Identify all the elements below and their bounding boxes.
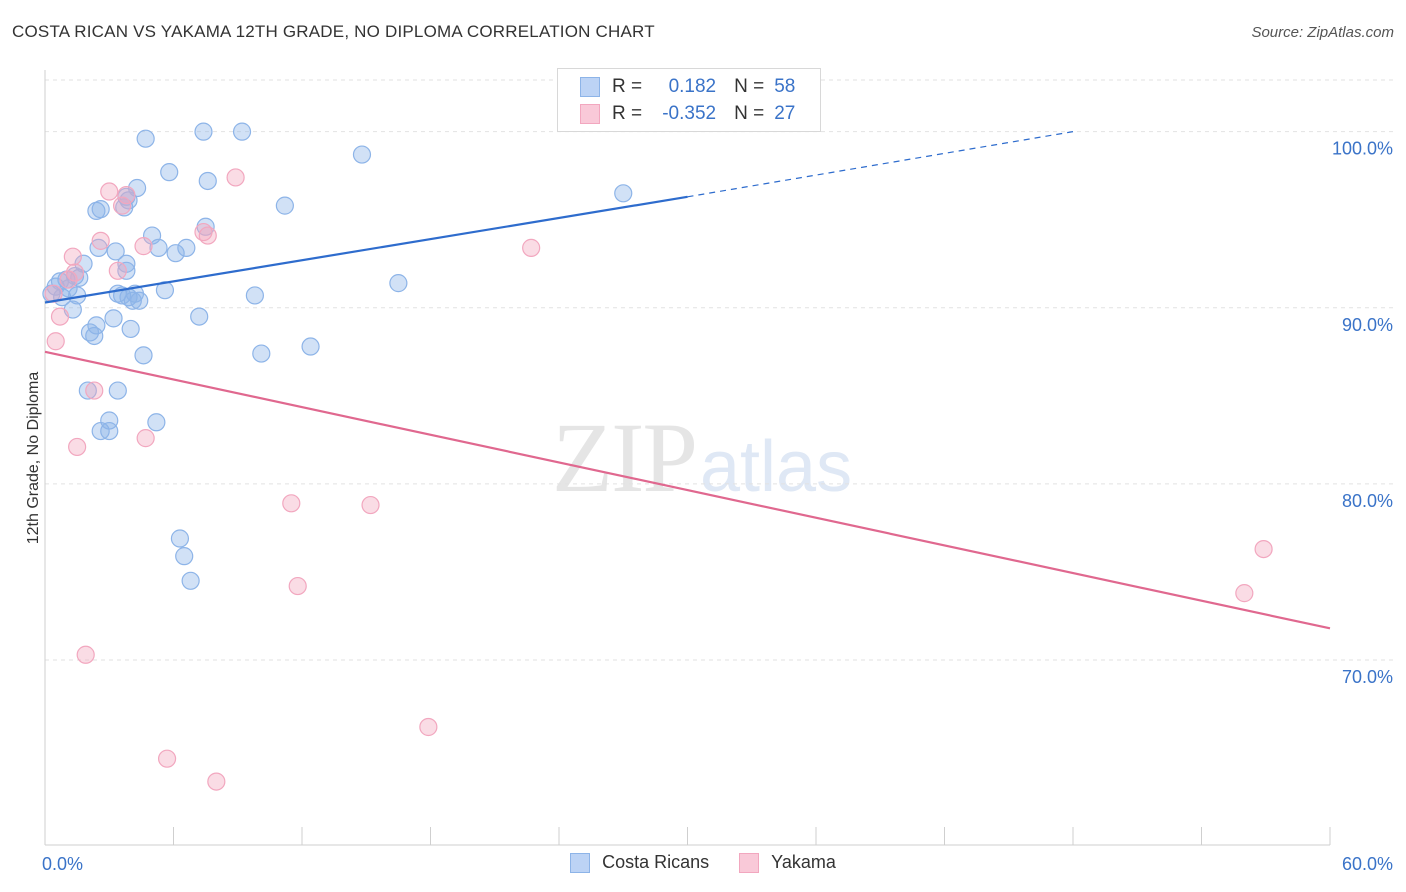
costa-ricans-point (166, 244, 185, 263)
costa-ricans-point (177, 238, 196, 257)
yakama-point (1235, 584, 1254, 603)
watermark-atlas: atlas (700, 427, 853, 507)
costa-ricans-legend-label: Costa Ricans (602, 852, 710, 872)
costa-ricans-point (245, 286, 264, 305)
costa-ricans-legend-swatch (570, 852, 591, 873)
costa-ricans-point (175, 547, 194, 566)
yakama-point (100, 182, 119, 201)
r-label: R = (612, 76, 643, 97)
costa-ricans-point (190, 307, 209, 326)
legend-row-costa-ricans: R = 0.182 N = 58 (580, 76, 795, 98)
legend-item-yakama[interactable]: Yakama (739, 852, 836, 873)
yakama-point (522, 238, 541, 257)
correlation-legend: R = 0.182 N = 58 R = -0.352 N = 27 (557, 68, 821, 132)
costa-ricans-point (127, 178, 147, 198)
costa-ricans-point (106, 242, 125, 261)
yakama-point (59, 270, 78, 289)
costa-ricans-point (100, 411, 119, 430)
x-tick-label: 0.0% (42, 854, 83, 874)
costa-ricans-point (252, 344, 271, 363)
series-legend: Costa Ricans Yakama (0, 852, 1406, 873)
yakama-point (117, 185, 136, 205)
yakama-legend-label: Yakama (771, 852, 836, 872)
yakama-r-value: -0.352 (662, 103, 717, 124)
costa-ricans-point (194, 122, 213, 141)
yakama-point (46, 332, 65, 351)
costa-ricans-point (87, 316, 106, 335)
yakama-point (134, 237, 153, 256)
y-tick-label: 90.0% (1342, 315, 1393, 335)
costa-ricans-point (149, 238, 168, 257)
costa-ricans-n-value: 58 (774, 76, 796, 97)
n-label: N = (734, 76, 765, 97)
y-tick-label: 70.0% (1342, 667, 1393, 687)
yakama-point (65, 263, 85, 282)
costa-ricans-swatch (580, 77, 600, 97)
legend-row-yakama: R = -0.352 N = 27 (580, 103, 795, 125)
costa-ricans-r-value: 0.182 (668, 76, 717, 97)
costa-ricans-point (232, 122, 252, 141)
costa-ricans-point (389, 274, 408, 293)
yakama-point (419, 717, 438, 737)
yakama-point (76, 645, 95, 664)
yakama-point (136, 429, 155, 448)
yakama-point (91, 231, 110, 250)
source-note: Source: ZipAtlas.com (1251, 24, 1394, 41)
yakama-point (282, 494, 301, 513)
costa-ricans-trendline-extension (687, 131, 1074, 198)
yakama-point (108, 261, 127, 280)
costa-ricans-point (89, 238, 108, 257)
yakama-swatch (580, 104, 600, 124)
costa-ricans-point (275, 196, 294, 215)
costa-ricans-point (130, 291, 149, 310)
costa-ricans-point (100, 421, 119, 441)
yakama-point (63, 247, 82, 266)
legend-item-costa-ricans[interactable]: Costa Ricans (570, 852, 709, 873)
costa-ricans-point (352, 145, 372, 164)
costa-ricans-point (123, 291, 142, 310)
costa-ricans-point (198, 171, 217, 191)
yakama-point (226, 168, 245, 187)
watermark: ZIPatlas (552, 400, 852, 515)
costa-ricans-point (301, 337, 320, 356)
yakama-point (68, 437, 87, 457)
yakama-point (288, 576, 307, 596)
watermark-zip: ZIP (552, 402, 698, 513)
yakama-trendline (44, 350, 1331, 630)
costa-ricans-point (121, 319, 140, 339)
yakama-n-value: 27 (774, 103, 796, 124)
costa-ricans-point (170, 529, 190, 548)
yakama-point (1254, 539, 1273, 559)
yakama-point (361, 495, 380, 515)
costa-ricans-point (160, 163, 179, 182)
costa-ricans-point (147, 413, 166, 432)
n-label: N = (734, 103, 765, 124)
r-label: R = (612, 103, 643, 124)
costa-ricans-point (78, 381, 97, 400)
yakama-point (198, 226, 217, 245)
yakama-point (207, 772, 226, 791)
yakama-point (85, 381, 104, 400)
costa-ricans-point (181, 571, 200, 590)
yakama-legend-swatch (739, 852, 760, 873)
costa-ricans-point (614, 184, 633, 203)
yakama-point (157, 749, 177, 768)
y-tick-label: 100.0% (1332, 139, 1393, 159)
costa-ricans-trendline (44, 195, 688, 304)
costa-ricans-point (80, 323, 100, 342)
chart-title: COSTA RICAN VS YAKAMA 12TH GRADE, NO DIP… (12, 22, 655, 41)
x-tick-label: 60.0% (1342, 854, 1393, 874)
y-tick-label: 80.0% (1342, 491, 1393, 511)
costa-ricans-point (108, 381, 127, 400)
costa-ricans-point (91, 200, 110, 219)
costa-ricans-point (104, 309, 123, 328)
costa-ricans-point (136, 129, 155, 148)
y-axis-label: 12th Grade, No Diploma (25, 372, 42, 545)
yakama-point (112, 196, 132, 215)
costa-ricans-point (134, 346, 153, 365)
yakama-point (50, 307, 70, 326)
